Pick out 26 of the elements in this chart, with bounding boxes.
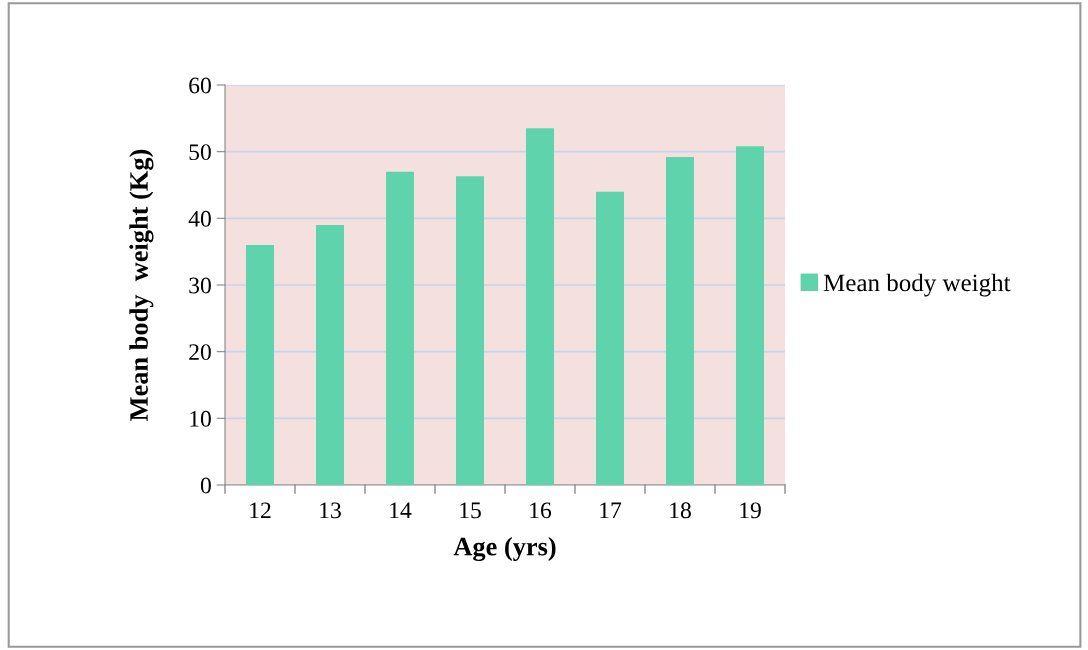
- bar: [386, 171, 414, 485]
- bar: [596, 191, 624, 485]
- x-tick-label: 18: [670, 502, 691, 519]
- y-axis-title: Mean body weight (Kg): [129, 149, 154, 421]
- x-axis-title: Age (yrs): [453, 536, 556, 562]
- x-tick-label: 13: [320, 502, 341, 519]
- x-tick-label: 19: [740, 502, 761, 519]
- bar: [246, 245, 274, 485]
- bar: [316, 225, 344, 485]
- x-tick-label: 15: [460, 502, 481, 519]
- y-tick-label: 40: [188, 210, 211, 227]
- x-tick-label: 16: [530, 502, 552, 519]
- y-tick-label: 50: [189, 144, 211, 161]
- bar: [456, 176, 484, 485]
- bar: [736, 146, 764, 485]
- x-tick-label: 12: [250, 502, 271, 519]
- y-tick-label: 0: [200, 477, 211, 494]
- x-tick-label: 14: [390, 502, 412, 519]
- y-tick-label: 30: [189, 277, 211, 294]
- y-tick-label: 60: [189, 77, 211, 94]
- legend-label: Mean body weight: [823, 273, 1011, 297]
- bar: [666, 157, 694, 485]
- y-tick-label: 20: [189, 344, 211, 361]
- x-tick-label: 17: [600, 502, 622, 519]
- bar: [526, 128, 554, 485]
- y-tick-label: 10: [190, 410, 211, 427]
